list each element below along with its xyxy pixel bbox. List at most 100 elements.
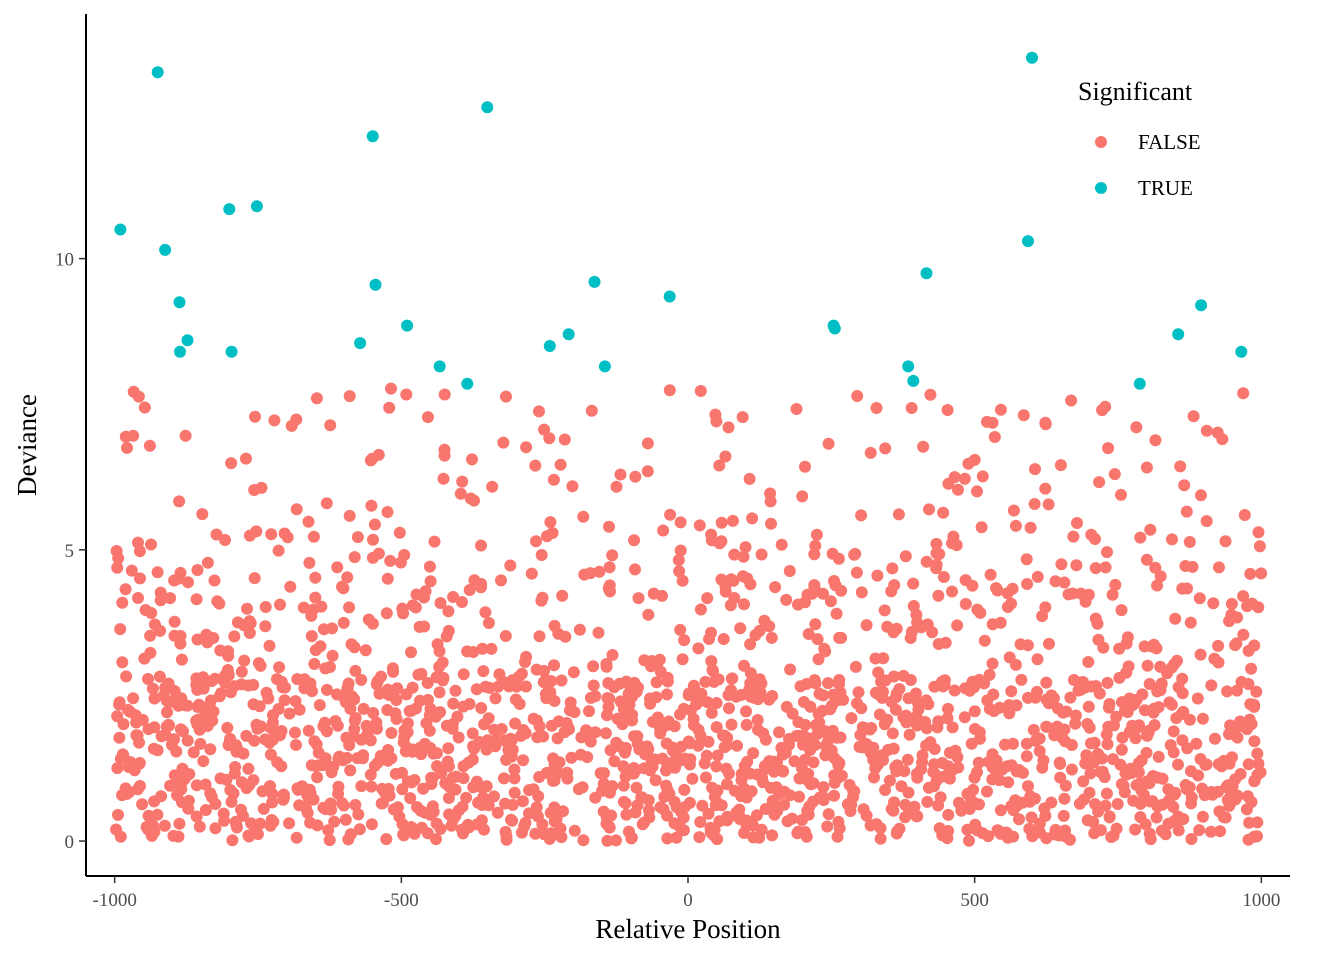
point-false	[450, 770, 463, 783]
point-false	[161, 706, 173, 719]
point-false	[584, 567, 597, 580]
point-false	[849, 547, 862, 560]
point-false	[764, 487, 777, 500]
point-false	[559, 630, 572, 643]
point-false	[804, 700, 817, 713]
point-false	[193, 820, 206, 833]
point-false	[1200, 515, 1213, 528]
point-false	[928, 780, 940, 793]
point-false	[1192, 769, 1205, 782]
point-false	[696, 694, 709, 707]
point-false	[1255, 567, 1268, 580]
point-false	[666, 741, 679, 754]
point-false	[396, 766, 408, 779]
point-false	[802, 767, 815, 780]
legend-title: Significant	[1078, 77, 1193, 106]
point-false	[266, 787, 279, 800]
point-false	[442, 742, 455, 755]
point-false	[159, 681, 172, 694]
point-false	[1152, 701, 1165, 714]
point-false	[706, 663, 719, 676]
point-false	[1017, 409, 1030, 422]
point-false	[924, 736, 937, 749]
point-false	[630, 781, 643, 794]
point-false	[343, 601, 356, 614]
point-false	[883, 774, 896, 787]
point-false	[456, 475, 469, 488]
point-false	[381, 572, 394, 585]
point-false	[930, 558, 943, 571]
point-false	[561, 772, 574, 785]
point-false	[1172, 824, 1185, 837]
point-false	[835, 584, 848, 597]
point-false	[1143, 678, 1156, 690]
point-false	[368, 518, 381, 531]
point-false	[442, 760, 455, 773]
point-false	[201, 556, 214, 569]
point-false	[765, 517, 777, 530]
point-false	[116, 656, 129, 669]
point-false	[473, 736, 486, 748]
point-false	[786, 812, 799, 825]
point-false	[1024, 521, 1037, 534]
point-false	[406, 681, 419, 694]
point-false	[1237, 387, 1250, 400]
point-false	[1251, 768, 1264, 781]
point-false	[543, 432, 556, 445]
point-false	[952, 483, 964, 496]
point-false	[1083, 721, 1096, 734]
point-false	[683, 758, 696, 771]
point-false	[1248, 735, 1261, 748]
point-false	[1011, 799, 1024, 812]
point-false	[364, 768, 377, 781]
point-false	[1171, 654, 1183, 667]
point-false	[811, 633, 824, 646]
point-false	[710, 796, 723, 809]
point-false	[385, 727, 398, 739]
point-false	[438, 388, 451, 401]
point-false	[922, 698, 935, 711]
point-false	[1045, 796, 1058, 809]
point-false	[138, 652, 151, 665]
point-false	[941, 404, 954, 416]
point-false	[1252, 601, 1265, 614]
point-false	[1152, 750, 1165, 763]
point-false	[902, 786, 915, 799]
point-false	[919, 716, 932, 728]
point-false	[1029, 734, 1042, 747]
point-false	[948, 471, 961, 484]
point-false	[1149, 434, 1162, 447]
point-false	[1025, 811, 1038, 824]
point-false	[530, 535, 542, 548]
point-false	[780, 700, 793, 713]
point-false	[726, 514, 739, 527]
point-false	[142, 723, 155, 736]
point-false	[622, 687, 635, 700]
point-true	[1235, 345, 1248, 358]
point-false	[190, 678, 203, 691]
point-false	[1217, 811, 1230, 824]
point-false	[1213, 561, 1225, 574]
point-false	[175, 692, 188, 705]
point-true	[543, 340, 556, 352]
point-false	[1184, 616, 1197, 629]
point-false	[693, 519, 706, 532]
point-false	[878, 604, 891, 617]
point-false	[857, 803, 870, 816]
point-false	[1205, 679, 1218, 692]
point-false	[196, 508, 209, 521]
point-false	[366, 551, 379, 564]
point-false	[112, 552, 125, 565]
point-false	[398, 549, 411, 561]
point-false	[230, 745, 243, 758]
point-false	[433, 686, 446, 699]
point-false	[1057, 706, 1069, 719]
point-false	[855, 509, 868, 522]
point-false	[222, 669, 235, 682]
point-false	[209, 822, 222, 835]
point-false	[268, 726, 281, 739]
point-false	[821, 820, 834, 833]
point-false	[537, 730, 550, 743]
point-false	[641, 437, 654, 450]
point-false	[550, 813, 563, 825]
